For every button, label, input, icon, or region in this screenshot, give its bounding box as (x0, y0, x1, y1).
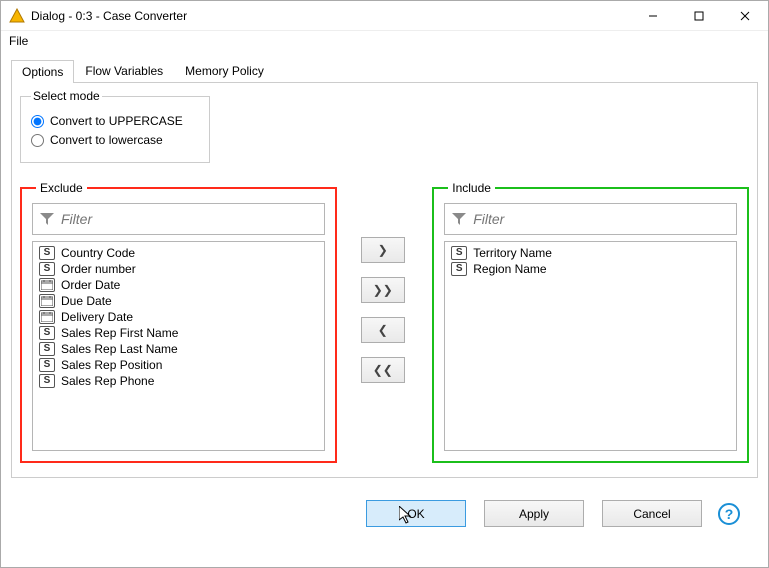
menubar: File (1, 31, 768, 53)
list-item-label: Sales Rep Last Name (61, 342, 178, 356)
string-type-icon: S (451, 246, 467, 260)
list-item-label: Sales Rep Phone (61, 374, 154, 388)
list-item-label: Sales Rep First Name (61, 326, 178, 340)
exclude-panel: Exclude S Country Code S Order number Order … (20, 181, 337, 463)
string-type-icon: S (39, 342, 55, 356)
list-item-label: Order number (61, 262, 136, 276)
radio-uppercase-label: Convert to UPPERCASE (50, 114, 183, 128)
list-item[interactable]: S Country Code (37, 245, 320, 261)
list-item[interactable]: Due Date (37, 293, 320, 309)
exclude-filter-input[interactable] (61, 211, 318, 227)
select-mode-group: Select mode Convert to UPPERCASE Convert… (20, 89, 210, 163)
radio-lowercase-label: Convert to lowercase (50, 133, 163, 147)
include-legend: Include (448, 181, 495, 195)
tab-flow-variables[interactable]: Flow Variables (74, 59, 174, 82)
list-item-label: Territory Name (473, 246, 552, 260)
menu-file[interactable]: File (9, 34, 28, 48)
remove-all-button[interactable]: ❮❮ (361, 357, 405, 383)
cancel-button[interactable]: Cancel (602, 500, 702, 527)
include-panel: Include S Territory Name S Region Name (432, 181, 749, 463)
include-filter-box (444, 203, 737, 235)
window-title: Dialog - 0:3 - Case Converter (31, 9, 187, 23)
filter-icon (451, 212, 467, 226)
radio-uppercase-row[interactable]: Convert to UPPERCASE (31, 114, 199, 128)
date-type-icon (39, 278, 55, 292)
string-type-icon: S (39, 374, 55, 388)
app-icon (9, 8, 25, 24)
tab-strip: Options Flow Variables Memory Policy (11, 59, 758, 82)
list-item[interactable]: S Sales Rep Phone (37, 373, 320, 389)
list-item-label: Region Name (473, 262, 546, 276)
tab-memory-policy[interactable]: Memory Policy (174, 59, 275, 82)
radio-lowercase[interactable] (31, 134, 44, 147)
dialog-button-bar: OK Apply Cancel ? (11, 478, 758, 527)
string-type-icon: S (39, 246, 55, 260)
list-item[interactable]: Delivery Date (37, 309, 320, 325)
include-list[interactable]: S Territory Name S Region Name (444, 241, 737, 451)
list-item[interactable]: S Sales Rep Position (37, 357, 320, 373)
string-type-icon: S (451, 262, 467, 276)
ok-button[interactable]: OK (366, 500, 466, 527)
maximize-button[interactable] (676, 1, 722, 31)
list-item-label: Sales Rep Position (61, 358, 162, 372)
radio-uppercase[interactable] (31, 115, 44, 128)
select-mode-legend: Select mode (31, 89, 102, 103)
list-item-label: Country Code (61, 246, 135, 260)
string-type-icon: S (39, 262, 55, 276)
list-item[interactable]: S Sales Rep Last Name (37, 341, 320, 357)
list-item[interactable]: S Order number (37, 261, 320, 277)
list-item[interactable]: S Territory Name (449, 245, 732, 261)
date-type-icon (39, 294, 55, 308)
list-item-label: Due Date (61, 294, 112, 308)
date-type-icon (39, 310, 55, 324)
add-all-button[interactable]: ❯❯ (361, 277, 405, 303)
radio-lowercase-row[interactable]: Convert to lowercase (31, 133, 199, 147)
exclude-filter-box (32, 203, 325, 235)
exclude-legend: Exclude (36, 181, 87, 195)
filter-icon (39, 212, 55, 226)
tab-options[interactable]: Options (11, 60, 74, 83)
include-filter-input[interactable] (473, 211, 730, 227)
tab-body: Select mode Convert to UPPERCASE Convert… (11, 82, 758, 478)
help-button[interactable]: ? (718, 503, 740, 525)
list-item[interactable]: S Sales Rep First Name (37, 325, 320, 341)
string-type-icon: S (39, 358, 55, 372)
minimize-button[interactable] (630, 1, 676, 31)
string-type-icon: S (39, 326, 55, 340)
list-item-label: Order Date (61, 278, 120, 292)
transfer-buttons: ❯ ❯❯ ❮ ❮❮ (337, 181, 432, 463)
exclude-list[interactable]: S Country Code S Order number Order Date Due … (32, 241, 325, 451)
list-item[interactable]: Order Date (37, 277, 320, 293)
titlebar: Dialog - 0:3 - Case Converter (1, 1, 768, 31)
list-item[interactable]: S Region Name (449, 261, 732, 277)
close-button[interactable] (722, 1, 768, 31)
list-item-label: Delivery Date (61, 310, 133, 324)
add-button[interactable]: ❯ (361, 237, 405, 263)
apply-button[interactable]: Apply (484, 500, 584, 527)
remove-button[interactable]: ❮ (361, 317, 405, 343)
